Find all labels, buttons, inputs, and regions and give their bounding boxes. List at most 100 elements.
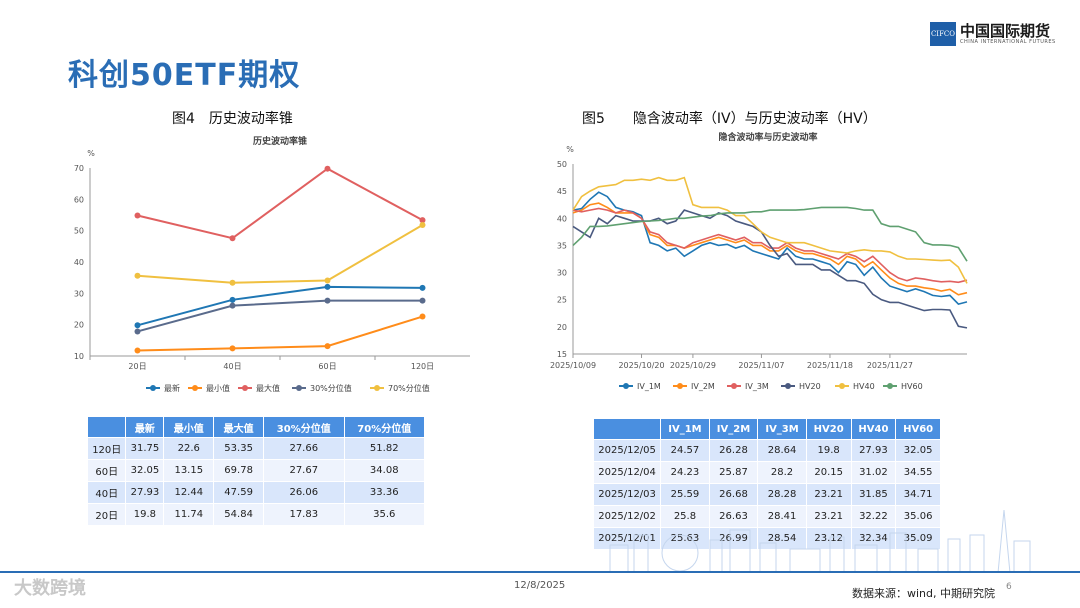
table-cell: 28.28: [757, 483, 807, 506]
table-cell: 60日: [86, 459, 127, 482]
page-number: 6: [1006, 582, 1012, 592]
table-cell: 2025/12/05: [592, 439, 662, 462]
table-cell: 25.59: [660, 483, 710, 506]
table-cell: 19.8: [805, 439, 852, 462]
table-header-cell: 最新: [125, 416, 165, 438]
legend-label: 最小值: [206, 383, 230, 393]
y-tick-label: 20: [557, 323, 567, 332]
chart-title: 隐含波动率与历史波动率: [718, 131, 817, 143]
data-point: [134, 212, 141, 219]
x-tick-label: 60日: [318, 362, 336, 371]
legend-label: 最大值: [256, 383, 280, 393]
data-point: [134, 272, 141, 279]
fig4-caption: 图4 历史波动率锥: [172, 111, 293, 127]
legend-marker: [785, 383, 791, 389]
table-cell: 26.28: [708, 439, 759, 462]
legend-marker: [887, 383, 893, 389]
y-tick-label: 35: [557, 241, 567, 250]
y-axis-unit: %: [566, 145, 574, 154]
table-cell: 20日: [86, 503, 127, 526]
y-tick-label: 60: [74, 195, 84, 204]
table-cell: 31.85: [850, 483, 897, 506]
x-tick-label: 2025/10/29: [670, 361, 716, 370]
data-point: [134, 328, 141, 335]
y-axis-unit: %: [87, 149, 95, 158]
legend-marker: [242, 385, 248, 391]
table-cell: 31.02: [850, 461, 897, 484]
table-row: 2025/12/01 25.63 26.99 28.54 23.12 32.34 35.09: [592, 527, 941, 550]
table-cell: 27.93: [125, 481, 165, 504]
series-line: [572, 206, 968, 262]
data-point: [324, 343, 331, 350]
data-point: [229, 302, 236, 309]
logo-chinese-name: 中国国际期货: [960, 22, 1051, 40]
table-cell: 19.8: [125, 503, 165, 526]
company-logo: CIFCO 中国国际期货 CHINA INTERNATIONAL FUTURES: [930, 22, 1056, 46]
table-cell: 51.82: [343, 437, 425, 460]
table-cell: 11.74: [163, 503, 215, 526]
x-tick-label: 2025/11/07: [738, 361, 784, 370]
chart-title: 历史波动率锥: [253, 135, 307, 147]
table-cell: 26.63: [708, 505, 759, 528]
legend-marker: [374, 385, 380, 391]
series-line: [137, 315, 423, 352]
table-row: 2025/12/04 24.23 25.87 28.2 20.15 31.02 34.55: [592, 461, 941, 484]
table-cell: 2025/12/03: [592, 483, 662, 506]
table-row: 20日 19.8 11.74 54.84 17.83 35.6: [86, 503, 425, 526]
iv-hv-chart: 隐含波动率与历史波动率% 15 20 25 30 35 40 45 50 2025/10/09 20…: [550, 131, 968, 391]
legend-marker: [192, 385, 198, 391]
legend-marker: [677, 383, 683, 389]
legend-marker: [296, 385, 302, 391]
table-cell: 54.84: [213, 503, 265, 526]
table-cell: 25.87: [708, 461, 759, 484]
series-line: [137, 299, 423, 333]
legend-label: HV60: [901, 382, 923, 391]
volatility-cone-table: 最新 最小值 最大值 30%分位值 70%分位值 120日 31.75 22.6 53.35 2…: [86, 416, 425, 526]
data-point: [324, 165, 331, 172]
data-point: [134, 347, 141, 354]
table-header-cell: 最大值: [213, 416, 265, 438]
footer-divider: [0, 571, 1080, 573]
legend-label: HV40: [853, 382, 875, 391]
table-cell: 28.54: [757, 527, 807, 550]
table-row: 120日 31.75 22.6 53.35 27.66 51.82: [86, 437, 425, 460]
series-line: [137, 167, 423, 240]
data-point: [419, 297, 426, 304]
footer-date: 12/8/2025: [514, 580, 566, 591]
table-cell: 26.68: [708, 483, 759, 506]
y-tick-label: 50: [557, 160, 567, 169]
series-line: [572, 209, 968, 329]
page-title: 科创50ETF期权: [68, 58, 301, 93]
series-line: [572, 207, 968, 284]
data-point: [324, 297, 331, 304]
table-cell: 22.6: [163, 437, 215, 460]
table-row: 2025/12/05 24.57 26.28 28.64 19.8 27.93 32.05: [592, 439, 941, 462]
legend-marker: [731, 383, 737, 389]
logo-english-name: CHINA INTERNATIONAL FUTURES: [960, 39, 1056, 45]
table-header-cell: IV_3M: [757, 418, 807, 440]
y-tick-label: 50: [74, 227, 84, 236]
table-header-cell: [592, 418, 662, 440]
table-row: 2025/12/03 25.59 26.68 28.28 23.21 31.85 34.71: [592, 483, 941, 506]
table-cell: 53.35: [213, 437, 265, 460]
y-tick-label: 30: [74, 289, 84, 298]
table-cell: 2025/12/04: [592, 461, 662, 484]
table-cell: 12.44: [163, 481, 215, 504]
series-line: [137, 285, 423, 327]
table-header-cell: 最小值: [163, 416, 215, 438]
table-cell: 25.63: [660, 527, 710, 550]
table-cell: 34.71: [895, 483, 941, 506]
series-line: [572, 176, 968, 284]
table-cell: 28.2: [757, 461, 807, 484]
legend-label: 70%分位值: [388, 383, 430, 393]
y-tick-label: 10: [74, 352, 84, 361]
series-line: [137, 224, 424, 284]
legend-marker: [623, 383, 629, 389]
x-tick-label: 20日: [128, 362, 146, 371]
data-point: [324, 283, 331, 290]
table-cell: 34.55: [895, 461, 941, 484]
fig5-caption: 图5 隐含波动率（IV）与历史波动率（HV）: [582, 111, 877, 127]
table-cell: 23.12: [805, 527, 852, 550]
logo-mark: CIFCO: [930, 22, 956, 46]
